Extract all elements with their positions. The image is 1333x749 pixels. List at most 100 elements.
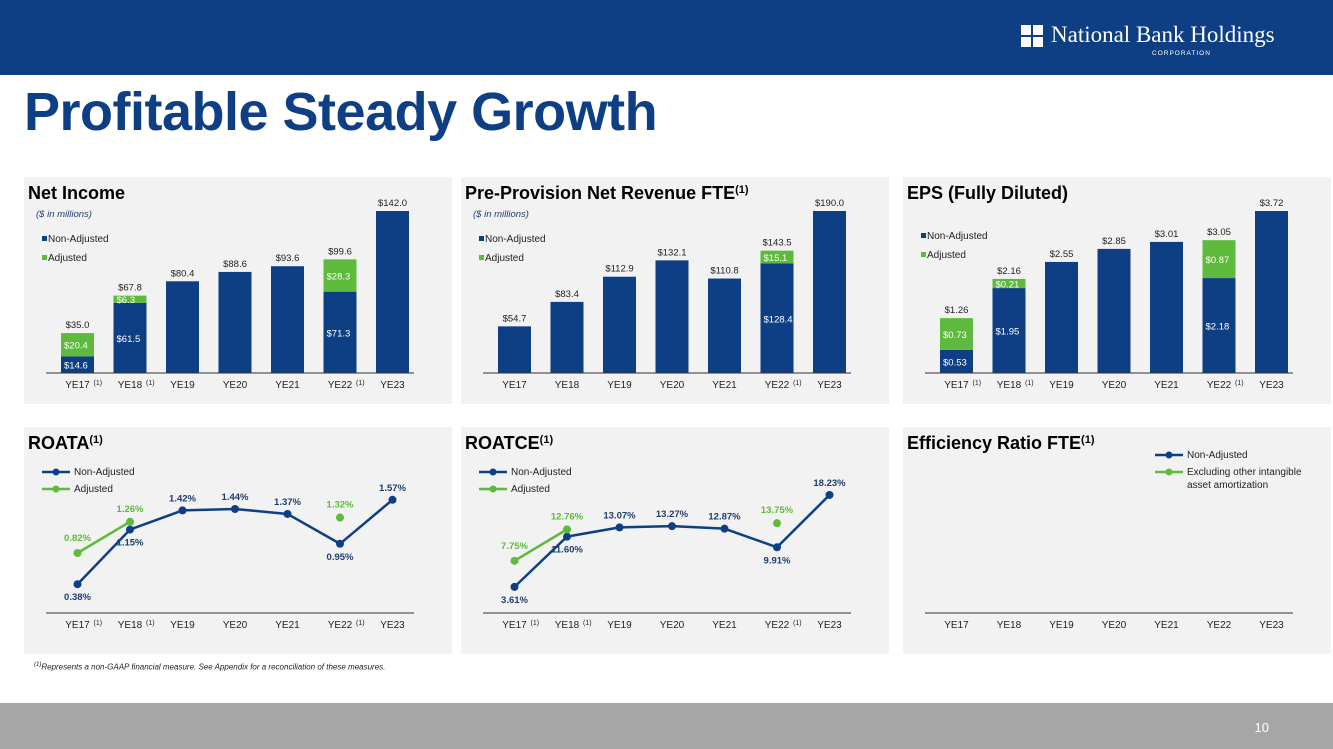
legend-marker-adjusted	[1165, 468, 1173, 476]
legend-swatch-non-adjusted	[921, 233, 926, 238]
bar-value-label: $190.0	[815, 198, 844, 209]
line-segment-non-adjusted	[566, 526, 620, 538]
bar-value-label: $110.8	[710, 266, 738, 277]
x-tick-label: YE23	[817, 380, 842, 391]
footnote: (1)Represents a non-GAAP financial measu…	[34, 662, 385, 672]
x-tick-footnote: (1)	[531, 620, 540, 627]
legend-marker-non-adjusted	[489, 468, 497, 476]
legend-non-adjusted: Non-Adjusted	[485, 234, 546, 245]
point-non-adjusted	[615, 523, 624, 532]
bar-adjusted	[940, 318, 973, 350]
x-tick-label: YE20	[223, 620, 248, 631]
point-label-non-adjusted: 0.95%	[327, 552, 354, 563]
x-tick-footnote: (1)	[94, 380, 103, 387]
chart-title: Pre-Provision Net Revenue FTE(1)	[465, 183, 749, 203]
bar-non-adjusted	[1097, 248, 1131, 373]
legend-non-adjusted: Non-Adjusted	[48, 234, 109, 245]
chart-subtitle: ($ in millions)	[36, 209, 92, 220]
bar-non-adjusted	[1255, 211, 1288, 373]
bar-value-label: $83.4	[555, 289, 579, 300]
point-label-non-adjusted: 1.44%	[222, 492, 249, 503]
bar-non-adjusted	[498, 326, 531, 373]
x-tick-footnote: (1)	[356, 380, 365, 387]
bar-value-label: $112.9	[605, 264, 633, 275]
x-tick-footnote: (1)	[94, 620, 103, 627]
x-tick-label: YE21	[1154, 620, 1179, 631]
point-label-adjusted: 12.76%	[551, 511, 584, 522]
legend-non-adjusted: Non-Adjusted	[1187, 450, 1248, 461]
point-label-adjusted: 0.82%	[64, 533, 91, 544]
point-non-adjusted	[720, 524, 729, 533]
page-title: Profitable Steady Growth	[24, 82, 658, 142]
bar-non-adjusted	[813, 211, 846, 373]
x-tick-label: YE20	[1102, 620, 1127, 631]
x-tick-label: YE20	[660, 380, 685, 391]
header-bar: National Bank Holdings CORPORATION	[0, 0, 1333, 75]
chart-title-sup: (1)	[540, 434, 554, 446]
x-tick-label: YE21	[275, 620, 300, 631]
bar-total-label: $143.5	[762, 238, 791, 249]
point-non-adjusted	[283, 509, 292, 518]
bar-non-adjusted	[760, 263, 794, 373]
legend-adjusted: Adjusted	[927, 250, 966, 261]
point-non-adjusted	[73, 580, 82, 589]
roata-panel: ROATA(1) Non-Adjusted Adjusted 0.38% 1.15% 1.…	[24, 427, 452, 654]
x-tick-footnote: (1)	[1025, 380, 1034, 387]
point-label-non-adjusted: 13.27%	[656, 509, 689, 520]
bar-value-label: $93.6	[276, 253, 300, 264]
point-non-adjusted	[178, 506, 187, 515]
roata-chart: ROATA(1) Non-Adjusted Adjusted 0.38% 1.15% 1.…	[28, 433, 414, 631]
line-segment-non-adjusted	[182, 507, 236, 512]
x-tick-footnote: (1)	[146, 380, 155, 387]
bar-label-non-adjusted: $128.4	[764, 314, 793, 325]
line-segment-adjusted	[513, 528, 568, 562]
x-tick-label: YE22	[1207, 620, 1232, 631]
bar-non-adjusted	[166, 281, 199, 373]
bar-value-label: $3.72	[1260, 198, 1284, 209]
point-adjusted	[73, 549, 82, 557]
bar-label-non-adjusted: $71.3	[327, 328, 351, 339]
x-tick-footnote: (1)	[146, 620, 155, 627]
bar-label-adjusted: $6.3	[117, 295, 136, 306]
bar-non-adjusted	[271, 266, 304, 373]
chart-title: Net Income	[28, 183, 125, 203]
point-non-adjusted	[773, 543, 781, 552]
chart-title: Efficiency Ratio FTE(1)	[907, 433, 1095, 453]
bar-non-adjusted	[708, 278, 741, 373]
bar-adjusted	[323, 259, 357, 292]
bar-total-label: $99.6	[328, 246, 352, 257]
point-label-adjusted: 1.26%	[117, 504, 144, 515]
bar-non-adjusted	[1045, 261, 1078, 373]
footnote-text: Represents a non-GAAP financial measure.…	[41, 662, 386, 672]
point-label-non-adjusted: 0.38%	[64, 592, 91, 603]
x-tick-footnote: (1)	[793, 620, 802, 627]
chart-subtitle: ($ in millions)	[473, 209, 529, 220]
line-segment-non-adjusted	[129, 509, 183, 531]
point-non-adjusted	[668, 522, 676, 531]
line-segment-non-adjusted	[76, 528, 131, 586]
page-number: 10	[1254, 720, 1269, 735]
x-tick-label: YE18	[555, 620, 580, 631]
x-tick-label: YE19	[170, 620, 195, 631]
x-tick-label: YE18	[118, 620, 143, 631]
x-tick-label: YE22	[1207, 380, 1232, 391]
bar-label-non-adjusted: $14.6	[64, 361, 88, 372]
bar-value-label: $54.7	[503, 313, 527, 324]
x-tick-label: YE22	[328, 380, 353, 391]
chart-title-sup: (1)	[1081, 434, 1095, 446]
x-tick-label: YE20	[1102, 380, 1127, 391]
line-segment-adjusted	[76, 520, 131, 555]
bar-non-adjusted	[550, 301, 584, 373]
point-adjusted	[336, 513, 344, 522]
legend-non-adjusted: Non-Adjusted	[927, 231, 988, 242]
bar-adjusted	[760, 250, 794, 264]
bar-non-adjusted	[61, 356, 94, 373]
bar-non-adjusted	[1202, 278, 1236, 373]
bar-total-label: $35.0	[66, 320, 90, 331]
bar-label-non-adjusted: $2.18	[1206, 322, 1230, 333]
x-tick-label: YE21	[712, 380, 737, 391]
legend-marker-adjusted	[52, 485, 60, 493]
x-tick-label: YE17	[502, 380, 527, 391]
bar-non-adjusted	[376, 211, 409, 373]
chart-title-sup: (1)	[735, 184, 749, 196]
